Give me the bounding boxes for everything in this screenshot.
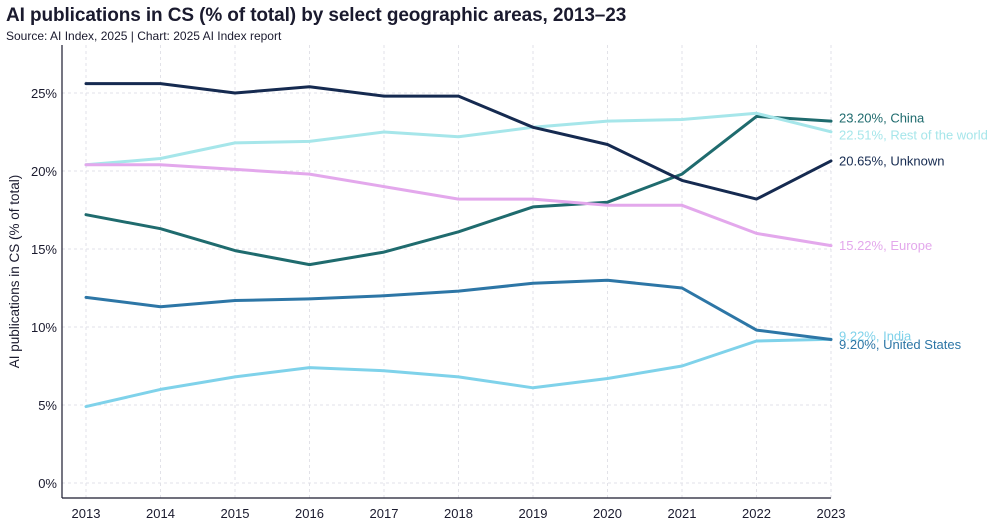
series-line-europe — [84, 163, 833, 248]
end-label-unknown: 20.65%, Unknown — [839, 153, 945, 168]
series-lines — [84, 82, 833, 409]
x-tick-label: 2017 — [370, 506, 399, 521]
x-tick-label: 2014 — [146, 506, 175, 521]
axes: 0% 5% 10% 15% 20% 25% 2013 2014 2015 2016 2017 2018… — [31, 45, 845, 521]
end-label-rest-of-the-world: 22.51%, Rest of the world — [839, 127, 988, 142]
y-axis-label: AI publications in CS (% of total) — [7, 175, 22, 369]
end-label-china: 23.20%, China — [839, 111, 925, 126]
y-tick-label: 20% — [31, 164, 57, 179]
series-line-united-states — [84, 278, 833, 341]
y-tick-label: 25% — [31, 86, 57, 101]
end-label-europe: 15.22%, Europe — [839, 238, 932, 253]
y-tick-label: 0% — [38, 476, 57, 491]
x-tick-label: 2016 — [295, 506, 324, 521]
x-tick-label: 2013 — [72, 506, 101, 521]
chart-title: AI publications in CS (% of total) by se… — [6, 5, 627, 26]
x-tick-label: 2021 — [668, 506, 697, 521]
x-tick-label: 2022 — [742, 506, 771, 521]
series-line-unknown — [84, 82, 833, 201]
x-tick-label: 2020 — [593, 506, 622, 521]
x-tick-label: 2019 — [519, 506, 548, 521]
y-tick-label: 10% — [31, 320, 57, 335]
series-line-china — [84, 114, 833, 267]
x-tick-label: 2018 — [444, 506, 473, 521]
end-label-united-states: 9.20%, United States — [839, 337, 962, 352]
series-line-india — [84, 337, 833, 409]
x-tick-label: 2015 — [221, 506, 250, 521]
gridlines — [62, 45, 832, 498]
y-tick-label: 15% — [31, 242, 57, 257]
series-line-rest-of-the-world — [84, 111, 833, 167]
end-label-india: 9.22%, India — [839, 329, 912, 344]
y-tick-label: 5% — [38, 398, 57, 413]
x-tick-label: 2023 — [817, 506, 846, 521]
chart-subtitle: Source: AI Index, 2025 | Chart: 2025 AI … — [6, 29, 282, 43]
